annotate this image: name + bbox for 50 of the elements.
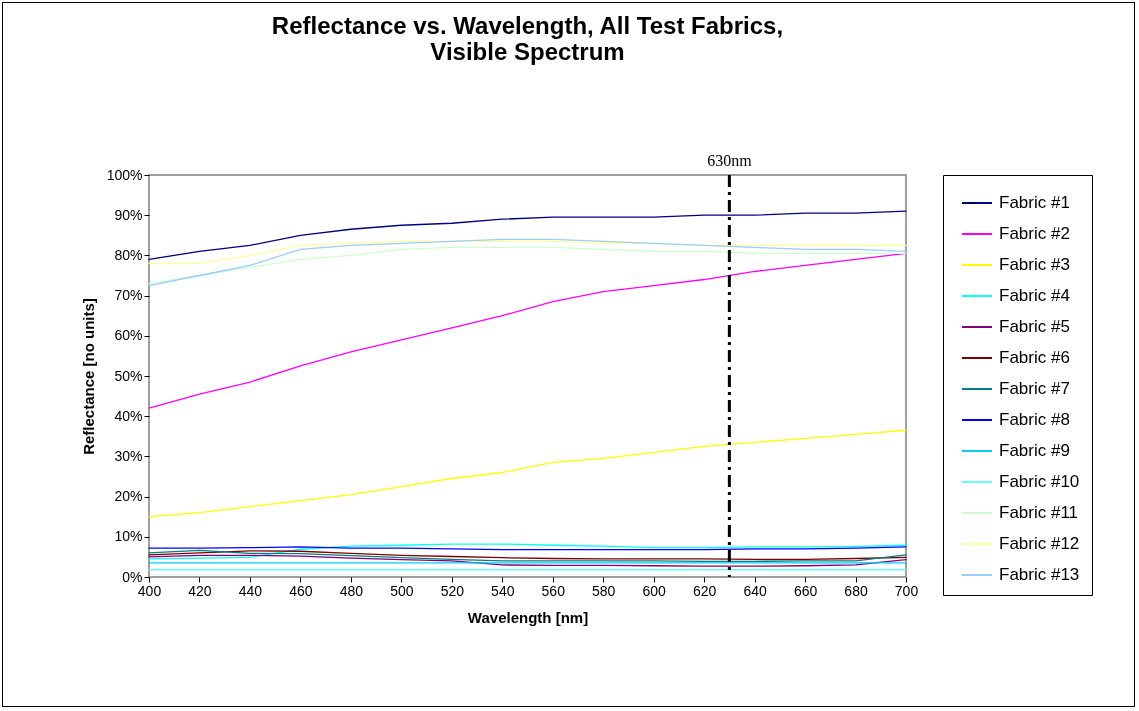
line-series xyxy=(148,543,907,560)
legend-label: Fabric #1 xyxy=(999,193,1070,212)
x-tick-label: 560 xyxy=(541,582,566,599)
y-tick-label: 70% xyxy=(114,287,143,304)
y-axis-title: Reflectance [no units] xyxy=(79,298,97,455)
y-tick-label: 100% xyxy=(106,166,143,183)
legend-label: Fabric #8 xyxy=(999,410,1070,429)
line-series xyxy=(148,554,907,567)
x-tick-label: 500 xyxy=(390,582,414,599)
legend-label: Fabric #5 xyxy=(999,317,1070,336)
y-tick-label: 0% xyxy=(122,568,143,585)
x-tick-label: 700 xyxy=(894,582,919,599)
y-tick-label: 30% xyxy=(114,447,143,464)
x-tick-label: 520 xyxy=(440,582,465,599)
x-axis-title: Wavelength [nm] xyxy=(467,608,589,626)
legend-label: Fabric #3 xyxy=(999,255,1070,274)
y-tick-label: 10% xyxy=(114,528,143,545)
legend-label: Fabric #2 xyxy=(999,224,1070,243)
y-tick-label: 90% xyxy=(114,206,143,223)
line-series xyxy=(148,238,907,287)
y-tick-label: 80% xyxy=(114,246,143,263)
y-tick-label: 50% xyxy=(114,367,143,384)
x-tick-label: 400 xyxy=(137,582,162,599)
x-tick-label: 420 xyxy=(188,582,212,599)
x-tick-label: 440 xyxy=(238,582,263,599)
legend-label: Fabric #10 xyxy=(999,472,1080,491)
y-tick-label: 60% xyxy=(114,327,143,344)
legend-label: Fabric #7 xyxy=(999,379,1070,398)
y-tick-label: 20% xyxy=(114,488,143,505)
legend-label: Fabric #6 xyxy=(999,348,1070,367)
line-series xyxy=(148,429,907,518)
x-tick-label: 600 xyxy=(642,582,667,599)
x-tick-label: 460 xyxy=(289,582,313,599)
legend-label: Fabric #4 xyxy=(999,286,1070,305)
legend-label: Fabric #9 xyxy=(999,441,1070,460)
legend-label: Fabric #11 xyxy=(999,503,1079,522)
line-series xyxy=(148,246,907,285)
x-tick-label: 480 xyxy=(339,582,364,599)
line-series xyxy=(148,210,907,261)
x-tick-label: 640 xyxy=(743,582,767,599)
ref-line-label: 630nm xyxy=(707,152,753,169)
x-tick-label: 680 xyxy=(844,582,868,599)
chart-title: Reflectance vs. Wavelength, All Test Fabrics, Visible Spectrum xyxy=(271,12,784,65)
legend-label: Fabric #12 xyxy=(999,534,1080,553)
x-tick-label: 620 xyxy=(692,582,717,599)
x-tick-label: 580 xyxy=(592,582,616,599)
x-tick-label: 540 xyxy=(491,582,515,599)
legend-label: Fabric #13 xyxy=(999,565,1080,584)
x-tick-label: 660 xyxy=(793,582,818,599)
y-tick-label: 40% xyxy=(114,407,143,424)
